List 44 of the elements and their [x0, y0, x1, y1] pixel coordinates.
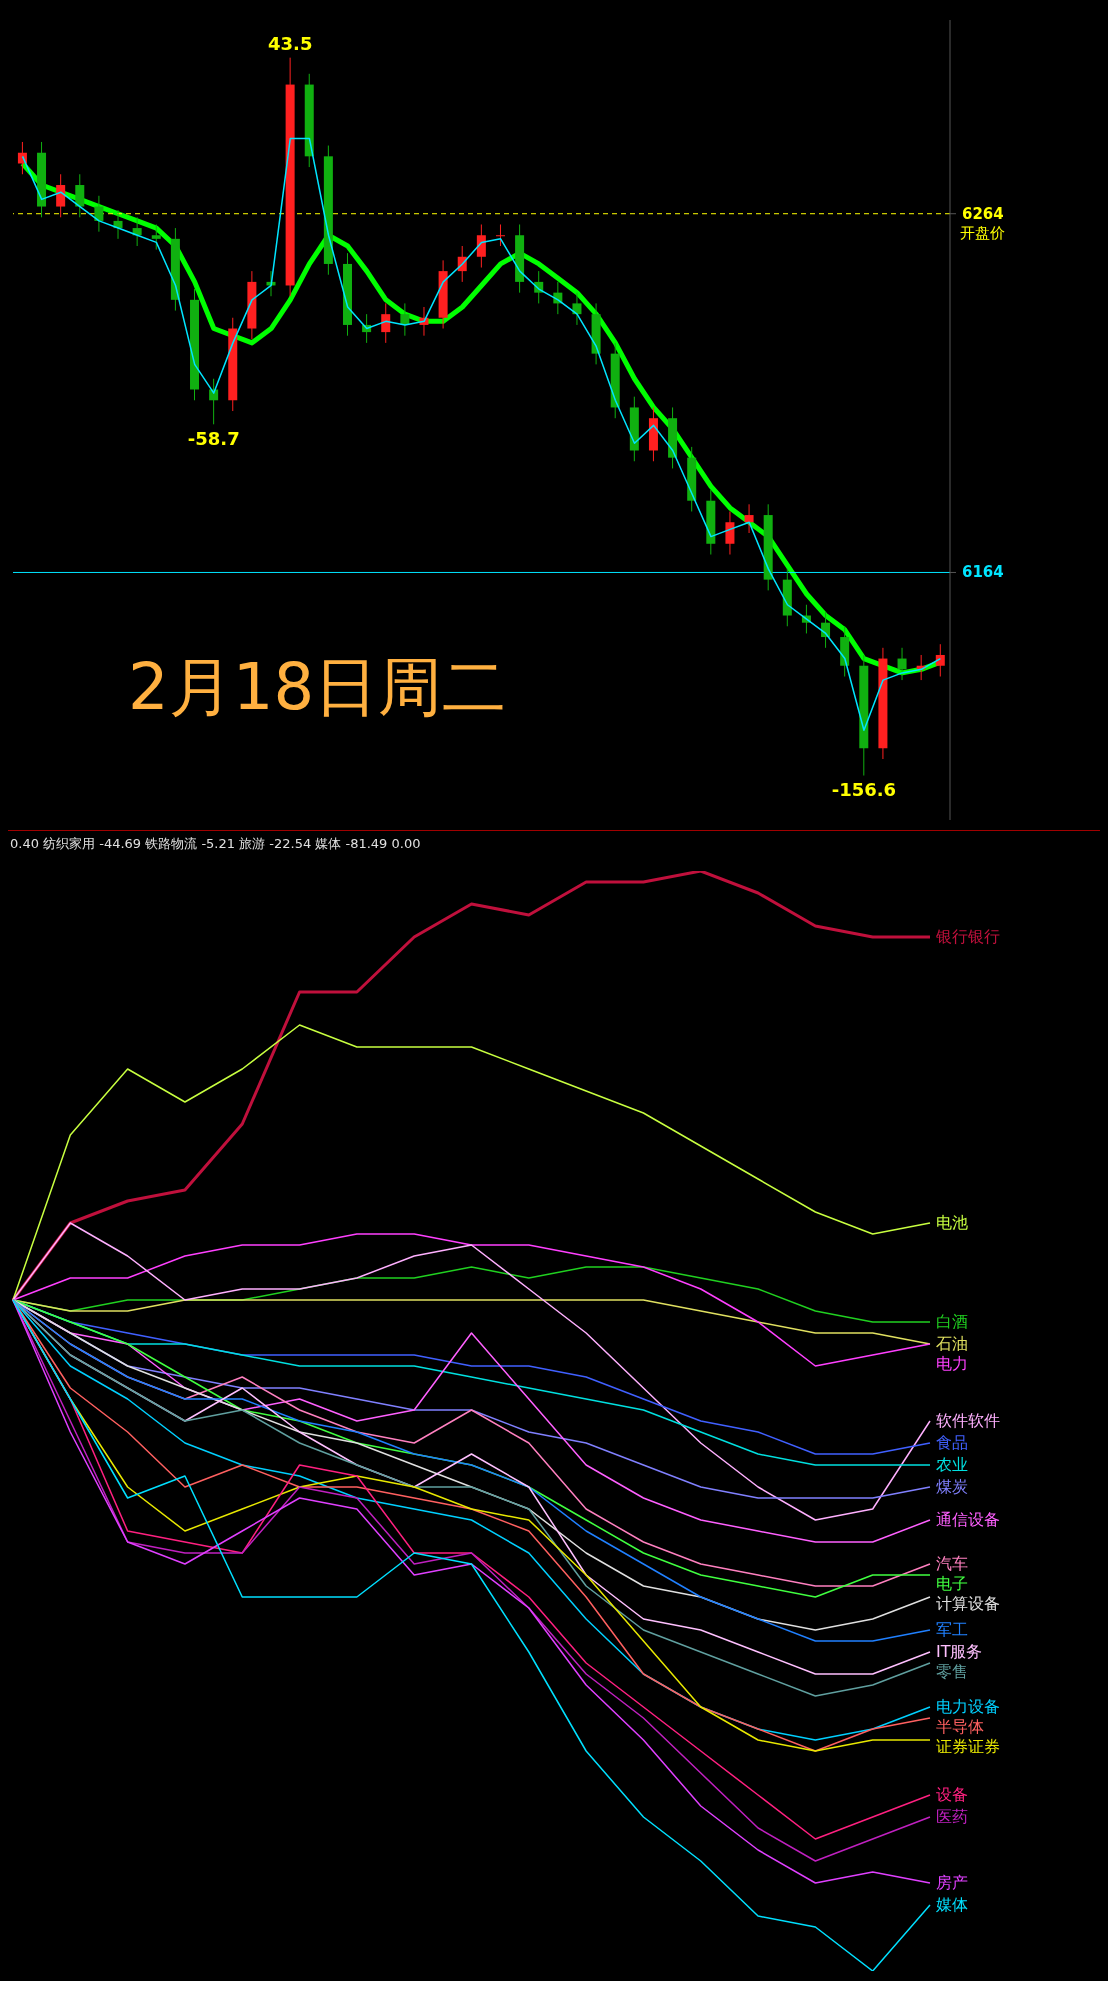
- y-tick-label: 6164: [962, 563, 1004, 582]
- series-label: 银行银行: [936, 927, 1000, 946]
- candlestick: [94, 195, 104, 233]
- candlestick: [381, 302, 391, 344]
- series-label: 零售: [936, 1662, 968, 1681]
- series-label: 电池: [936, 1213, 968, 1232]
- series-label: 通信设备: [936, 1510, 1000, 1529]
- series-label: 白酒: [936, 1312, 968, 1331]
- annotation: 2月18日周二: [128, 649, 507, 726]
- candlestick: [56, 173, 66, 218]
- series-label: 计算设备: [936, 1594, 1000, 1613]
- candlestick: [476, 223, 486, 269]
- series-label: 电力: [936, 1354, 968, 1373]
- series-label: 电力设备: [936, 1697, 1000, 1716]
- candlestick: [75, 173, 85, 218]
- candlestick: [151, 223, 161, 251]
- candlestick: [897, 647, 907, 681]
- text: 开盘价: [960, 223, 1005, 243]
- series-label: 电子: [936, 1574, 968, 1593]
- y-tick-label: 6264: [962, 204, 1004, 223]
- series-label: 媒体: [936, 1895, 968, 1914]
- annotation: 43.5: [268, 32, 313, 54]
- candlestick: [572, 292, 582, 326]
- series-label: 证券证券: [936, 1737, 1000, 1756]
- series-label: IT服务: [936, 1642, 983, 1661]
- series-label: 汽车: [936, 1554, 968, 1573]
- candlestick: [495, 223, 505, 247]
- candlestick: [744, 503, 754, 534]
- candlestick: [935, 643, 945, 677]
- series-label: 医药: [936, 1807, 968, 1826]
- candlestick: [400, 302, 410, 337]
- series-label: 房产: [936, 1873, 968, 1892]
- series-label: 半导体: [936, 1717, 984, 1736]
- annotation: -156.6: [831, 779, 897, 801]
- series-label: 农业: [936, 1455, 968, 1474]
- series-label: 军工: [936, 1620, 968, 1639]
- series-label: 设备: [936, 1785, 968, 1804]
- candlestick: [725, 510, 735, 556]
- series-label: 软件软件: [936, 1411, 1000, 1430]
- series-label: 煤炭: [936, 1477, 968, 1496]
- text: 0.40 纺织家用 -44.69 铁路物流 -5.21 旅游 -22.54 媒体 -81.49 0.00: [10, 835, 421, 853]
- series-label: 食品: [936, 1433, 968, 1452]
- series-label: 石油: [936, 1334, 968, 1353]
- annotation: -58.7: [187, 428, 240, 450]
